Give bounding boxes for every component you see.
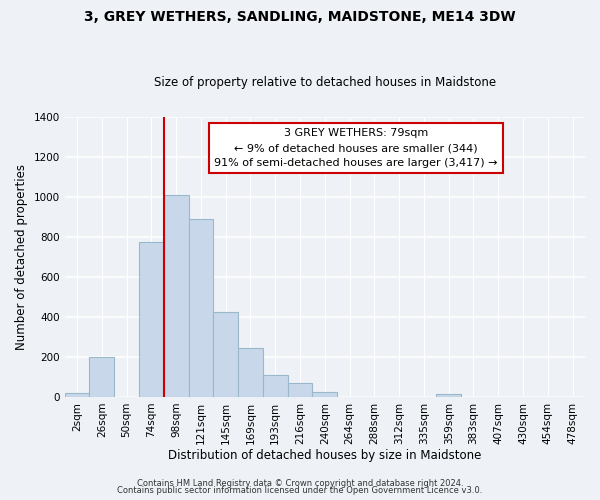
Bar — [263, 375, 287, 397]
Bar — [313, 392, 337, 397]
Text: Contains HM Land Registry data © Crown copyright and database right 2024.: Contains HM Land Registry data © Crown c… — [137, 478, 463, 488]
Bar — [164, 195, 188, 397]
Text: 3 GREY WETHERS: 79sqm
← 9% of detached houses are smaller (344)
91% of semi-deta: 3 GREY WETHERS: 79sqm ← 9% of detached h… — [214, 128, 498, 168]
Text: 3, GREY WETHERS, SANDLING, MAIDSTONE, ME14 3DW: 3, GREY WETHERS, SANDLING, MAIDSTONE, ME… — [84, 10, 516, 24]
Bar — [287, 383, 313, 397]
Title: Size of property relative to detached houses in Maidstone: Size of property relative to detached ho… — [154, 76, 496, 90]
X-axis label: Distribution of detached houses by size in Maidstone: Distribution of detached houses by size … — [168, 450, 482, 462]
Y-axis label: Number of detached properties: Number of detached properties — [15, 164, 28, 350]
Bar — [436, 394, 461, 397]
Bar — [139, 242, 164, 397]
Bar — [238, 348, 263, 397]
Text: Contains public sector information licensed under the Open Government Licence v3: Contains public sector information licen… — [118, 486, 482, 495]
Bar — [89, 357, 114, 397]
Bar — [188, 219, 214, 397]
Bar — [65, 393, 89, 397]
Bar — [214, 312, 238, 397]
